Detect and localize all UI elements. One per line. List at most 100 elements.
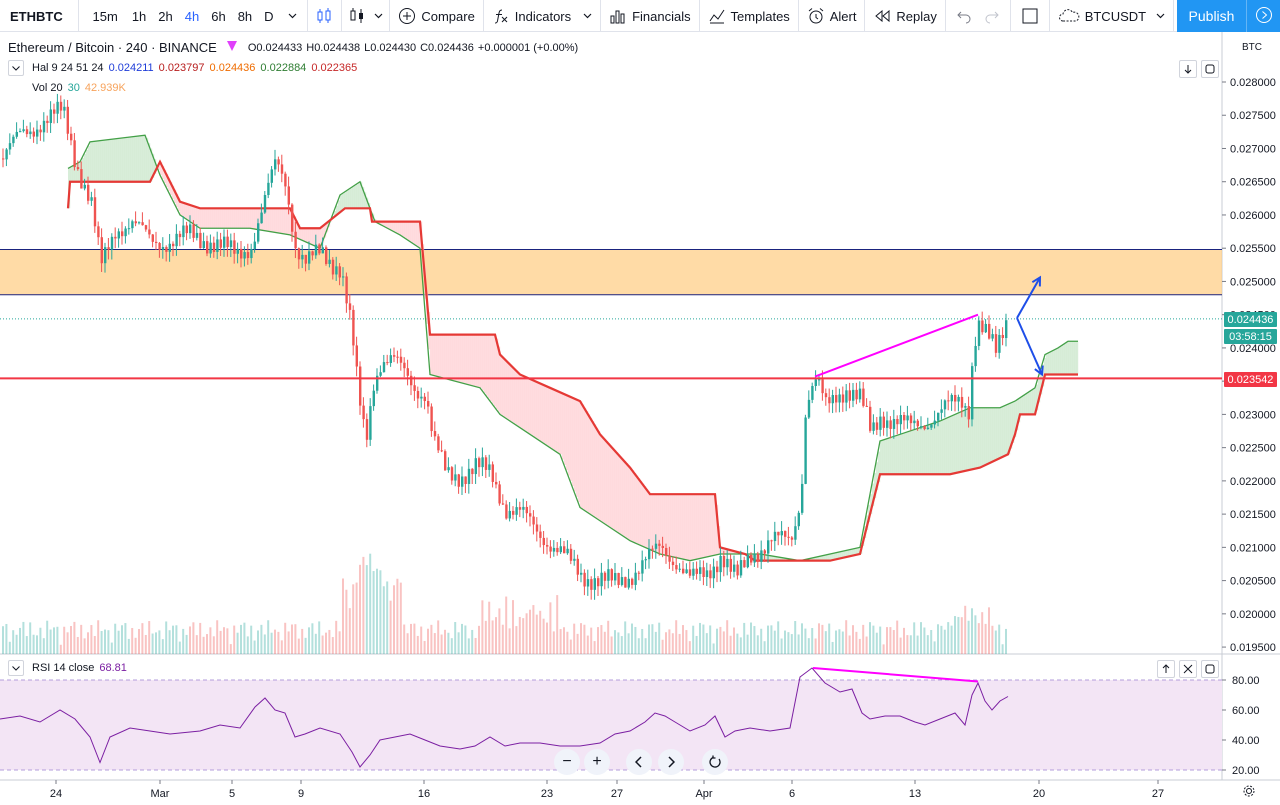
scroll-right-button[interactable]: [658, 749, 684, 775]
alert-button[interactable]: Alert: [799, 0, 865, 32]
interval-dropdown-icon[interactable]: [284, 13, 301, 19]
volume-bar: [733, 627, 735, 654]
candle-body: [913, 420, 916, 424]
candle-body: [308, 251, 311, 264]
redo-button[interactable]: [978, 0, 1010, 32]
axis-settings-button[interactable]: [1240, 782, 1258, 800]
hal-cloud-slice: [366, 197, 369, 209]
chevron-right-icon: [668, 756, 675, 768]
volume-bar: [569, 639, 572, 654]
candle-body: [104, 247, 107, 264]
interval-6h[interactable]: 6h: [211, 8, 226, 24]
hal-cloud-slice: [102, 140, 105, 182]
candle-body: [573, 558, 576, 561]
volume-bar: [454, 622, 457, 654]
candle-body: [267, 182, 270, 196]
hal-cloud-slice: [190, 204, 193, 222]
rsi-collapse-button[interactable]: [8, 660, 24, 676]
chevron-left-icon: [635, 756, 642, 768]
volume-bar: [165, 621, 168, 654]
symbol-search[interactable]: ETHBTC: [0, 0, 79, 32]
compare-symbol-dropdown-icon[interactable]: [1156, 13, 1165, 19]
rsi-move-up-button[interactable]: [1157, 660, 1175, 678]
indicators-button[interactable]: Indicators: [484, 0, 600, 32]
undo-button[interactable]: [946, 0, 978, 32]
volume-bar: [542, 618, 545, 654]
bar-type-button[interactable]: [342, 0, 389, 32]
volume-bar: [416, 635, 419, 654]
maximize-pane-button[interactable]: [1201, 60, 1219, 78]
volume-bar: [964, 605, 967, 654]
collapse-legend-button[interactable]: [8, 60, 24, 76]
financials-button[interactable]: Financials: [601, 0, 699, 32]
interval-1h[interactable]: 1h: [131, 8, 147, 24]
hal-cloud-slice: [492, 334, 495, 404]
time-tick-label: 27: [611, 788, 623, 800]
replay-button[interactable]: Replay: [865, 0, 944, 32]
price-tick-label: 0.024000: [1230, 343, 1276, 355]
hal-cloud-slice: [106, 139, 109, 182]
interval-15m[interactable]: 15m: [92, 8, 118, 24]
compare-button[interactable]: Compare: [390, 0, 482, 32]
rsi-chevron-down-icon: [12, 665, 20, 671]
chart-canvas[interactable]: 0.028000 0.027500 0.027000 0.026500 0.026000…: [0, 32, 1280, 805]
fullscreen-layout-button[interactable]: [1011, 0, 1049, 32]
hal-cloud-slice: [404, 221, 407, 238]
candle-body: [444, 451, 447, 471]
volume-bar: [763, 641, 766, 654]
scroll-left-button[interactable]: [626, 749, 652, 775]
volume-bar: [991, 625, 994, 654]
hal-cloud-slice: [1014, 401, 1017, 438]
volume-bar: [756, 635, 759, 654]
hal-cloud-slice: [192, 205, 195, 223]
volume-bar: [573, 623, 576, 654]
candle-body: [525, 506, 528, 514]
volume-bar: [70, 626, 72, 654]
volume-bar: [328, 629, 331, 654]
candle-body: [607, 569, 610, 581]
hal-cloud-slice: [254, 208, 257, 229]
hal-cloud-slice: [218, 208, 221, 229]
rsi-maximize-button[interactable]: [1201, 660, 1219, 678]
volume-bar: [25, 636, 28, 654]
hal-cloud-slice: [168, 177, 171, 192]
hal-cloud-slice: [170, 181, 173, 196]
zoom-out-button[interactable]: −: [554, 749, 580, 775]
rsi-close-button[interactable]: [1179, 660, 1197, 678]
chart-type-button[interactable]: [307, 0, 341, 32]
zoom-in-button[interactable]: +: [584, 749, 610, 775]
volume-bar: [97, 620, 100, 654]
volume-bar: [821, 624, 824, 654]
interval-2h[interactable]: 2h: [158, 8, 173, 24]
scroll-down-button[interactable]: [1179, 60, 1197, 78]
compare-symbol-button[interactable]: BTCUSDT: [1050, 0, 1173, 32]
hal-cloud-slice: [656, 494, 659, 553]
interval-8h[interactable]: 8h: [237, 8, 253, 24]
hal-cloud-slice: [78, 162, 81, 182]
candle-body: [219, 239, 222, 248]
indicators-dropdown-icon[interactable]: [583, 13, 592, 19]
hal-cloud-slice: [206, 208, 209, 229]
volume-bar: [274, 629, 276, 654]
volume-bar: [678, 633, 681, 654]
candle-body: [22, 129, 25, 132]
hal-value-5: 0.022365: [311, 62, 358, 74]
volume-bar: [8, 641, 11, 654]
candle-body: [933, 420, 936, 425]
volume-bar: [117, 630, 120, 654]
bar-type-dropdown-icon[interactable]: [374, 13, 383, 19]
publish-button[interactable]: Publish: [1177, 0, 1246, 32]
reset-chart-button[interactable]: [702, 749, 728, 775]
compare-symbol-label: BTCUSDT: [1084, 8, 1147, 24]
interval-d[interactable]: D: [264, 8, 274, 24]
chart-container[interactable]: 0.028000 0.027500 0.027000 0.026500 0.026000…: [0, 32, 1280, 805]
hal-cloud-slice: [856, 548, 859, 555]
volume-bar: [525, 613, 528, 654]
hal-cloud-slice: [392, 221, 395, 231]
hal-cloud-slice: [104, 140, 107, 182]
templates-button[interactable]: Templates: [700, 0, 798, 32]
volume-bar: [359, 564, 361, 654]
hal-cloud-slice: [488, 334, 491, 399]
publish-dropdown-button[interactable]: [1246, 0, 1280, 32]
interval-4h[interactable]: 4h: [184, 8, 200, 24]
